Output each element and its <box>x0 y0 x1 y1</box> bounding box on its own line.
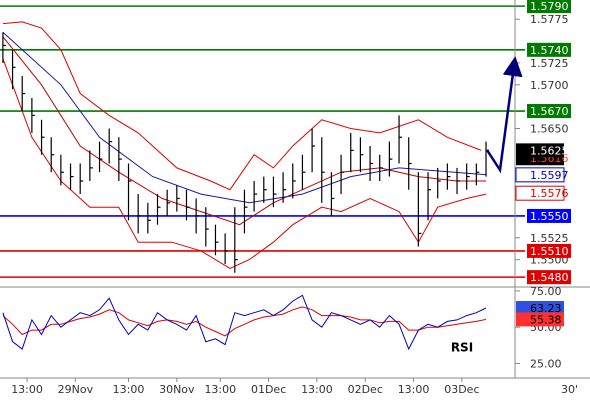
x-tick-label: 13:00 <box>11 383 43 396</box>
price-tag: 1.5576 <box>530 187 569 200</box>
forecast-arrow <box>485 56 523 174</box>
x-tick-label: 02Dec <box>348 383 383 396</box>
interval-label: 30' <box>561 383 578 396</box>
indicator-line <box>2 31 487 204</box>
price-tag-box <box>515 185 565 201</box>
y-tick-label: 25.00 <box>530 357 562 370</box>
value-tag: 63.23 <box>530 302 562 315</box>
level-label-box <box>527 0 571 14</box>
rsi-line <box>2 294 487 351</box>
y-tick-label: 75.00 <box>530 285 562 298</box>
price-tag: 1.5625 <box>530 144 569 157</box>
value-tag: 55.38 <box>530 313 562 326</box>
x-tick-label: 13:00 <box>204 383 236 396</box>
y-tick-label: 1.5725 <box>530 57 569 70</box>
level-label: 1.5740 <box>530 44 569 57</box>
y-tick-label: 1.5525 <box>530 232 569 245</box>
indicator-line <box>2 21 482 191</box>
level-label: 1.5510 <box>530 245 569 258</box>
level-label-box <box>527 270 571 285</box>
x-tick-label: 13:00 <box>398 383 430 396</box>
rsi-line <box>2 306 487 337</box>
indicator-line <box>2 58 487 269</box>
rsi-label: RSI <box>451 341 473 355</box>
y-tick-label: 1.5650 <box>530 123 569 136</box>
level-label-box <box>527 104 571 119</box>
level-label-box <box>527 243 571 258</box>
price-tag-box <box>515 167 565 183</box>
value-tag-box <box>516 312 564 327</box>
y-tick-label: 1.5700 <box>530 79 569 92</box>
price-panel: 1.57751.57251.57001.56501.55251.55001.57… <box>0 0 571 285</box>
x-tick-label: 29Nov <box>58 383 94 396</box>
price-tag: 1.5597 <box>530 169 569 182</box>
y-tick-label: 1.5775 <box>530 13 569 26</box>
x-tick-label: 30Nov <box>159 383 195 396</box>
value-tag-box <box>516 300 564 315</box>
level-label-box <box>527 208 571 223</box>
price-tag-box <box>516 143 564 158</box>
level-label: 1.5790 <box>530 0 569 13</box>
level-label-box <box>527 42 571 57</box>
x-tick-label: 13:00 <box>113 383 145 396</box>
x-tick-label: 13:00 <box>301 383 333 396</box>
indicator-line <box>2 36 486 226</box>
level-label: 1.5550 <box>530 210 569 223</box>
level-label: 1.5480 <box>530 271 569 284</box>
x-tick-label: 01Dec <box>251 383 286 396</box>
x-tick-label: 03Dec <box>444 383 479 396</box>
level-label: 1.5670 <box>530 105 569 118</box>
